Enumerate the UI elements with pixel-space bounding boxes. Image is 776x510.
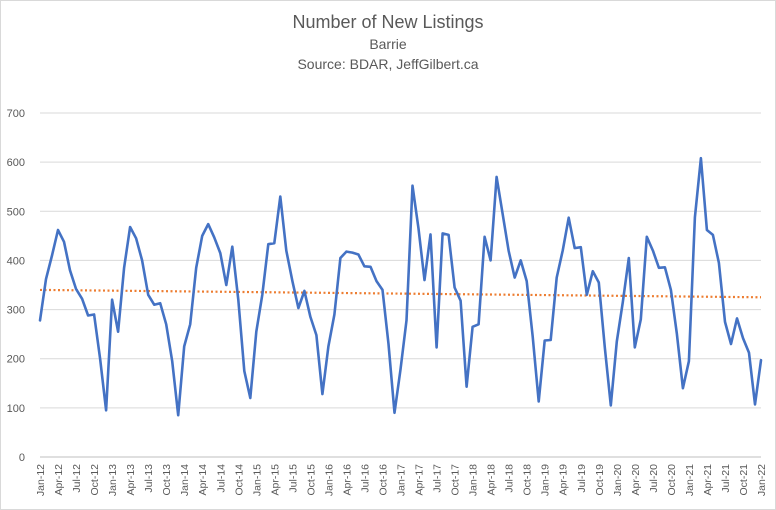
y-tick-label: 0 bbox=[19, 452, 25, 464]
x-tick-label: Oct-20 bbox=[666, 464, 678, 496]
x-tick-label: Jan-14 bbox=[179, 464, 191, 496]
x-tick-label: Oct-12 bbox=[89, 464, 101, 496]
x-tick-label: Oct-16 bbox=[377, 464, 389, 496]
x-tick-label: Jul-12 bbox=[71, 464, 83, 493]
x-tick-label: Jan-18 bbox=[468, 464, 480, 496]
x-tick-label: Jan-19 bbox=[540, 464, 552, 496]
x-tick-label: Jul-18 bbox=[504, 464, 516, 493]
x-tick-label: Jul-15 bbox=[287, 464, 299, 493]
x-tick-label: Jul-13 bbox=[143, 464, 155, 493]
x-tick-label: Jan-12 bbox=[35, 464, 47, 496]
y-tick-label: 300 bbox=[7, 305, 25, 317]
x-tick-label: Oct-17 bbox=[450, 464, 462, 496]
x-tick-label: Jul-20 bbox=[648, 464, 660, 493]
x-tick-label: Oct-14 bbox=[233, 464, 245, 496]
x-tick-label: Jan-21 bbox=[684, 464, 696, 496]
x-tick-label: Apr-21 bbox=[702, 464, 714, 496]
chart-source: Source: BDAR, JeffGilbert.ca bbox=[297, 56, 479, 72]
x-tick-label: Jan-17 bbox=[396, 464, 408, 496]
x-tick-label: Apr-15 bbox=[269, 464, 281, 496]
x-tick-label: Apr-19 bbox=[558, 464, 570, 496]
x-tick-label: Jan-20 bbox=[612, 464, 624, 496]
x-tick-label: Jul-16 bbox=[359, 464, 371, 493]
x-tick-label: Jan-13 bbox=[107, 464, 119, 496]
chart-subtitle: Barrie bbox=[369, 36, 407, 52]
y-tick-label: 700 bbox=[7, 108, 25, 120]
x-tick-label: Jan-16 bbox=[323, 464, 335, 496]
x-tick-label: Apr-13 bbox=[125, 464, 137, 496]
trend-line bbox=[39, 288, 762, 299]
x-tick-label: Jul-19 bbox=[576, 464, 588, 493]
x-tick-label: Jul-17 bbox=[432, 464, 444, 493]
x-tick-label: Jul-21 bbox=[720, 464, 732, 493]
y-tick-label: 600 bbox=[7, 157, 25, 169]
x-tick-label: Oct-15 bbox=[305, 464, 317, 496]
x-tick-label: Oct-19 bbox=[594, 464, 606, 496]
x-tick-label: Oct-13 bbox=[161, 464, 173, 496]
x-tick-label: Apr-17 bbox=[414, 464, 426, 496]
series-line-new-listings bbox=[38, 156, 763, 417]
chart-title: Number of New Listings bbox=[292, 12, 484, 32]
y-tick-label: 100 bbox=[7, 403, 25, 415]
y-tick-label: 500 bbox=[7, 206, 25, 218]
y-tick-label: 400 bbox=[7, 255, 25, 267]
x-tick-label: Apr-16 bbox=[341, 464, 353, 496]
x-tick-label: Jan-15 bbox=[251, 464, 263, 496]
x-tick-label: Apr-20 bbox=[630, 464, 642, 496]
x-tick-label: Apr-12 bbox=[53, 464, 65, 496]
x-tick-label: Apr-18 bbox=[486, 464, 498, 496]
x-tick-label: Apr-14 bbox=[197, 464, 209, 496]
x-tick-label: Oct-21 bbox=[738, 464, 750, 496]
x-tick-label: Jul-14 bbox=[215, 464, 227, 493]
x-tick-label: Oct-18 bbox=[522, 464, 534, 496]
y-tick-label: 200 bbox=[7, 354, 25, 366]
x-tick-label: Jan-22 bbox=[756, 464, 768, 496]
title-block: Number of New Listings Barrie Source: BD… bbox=[0, 10, 776, 74]
